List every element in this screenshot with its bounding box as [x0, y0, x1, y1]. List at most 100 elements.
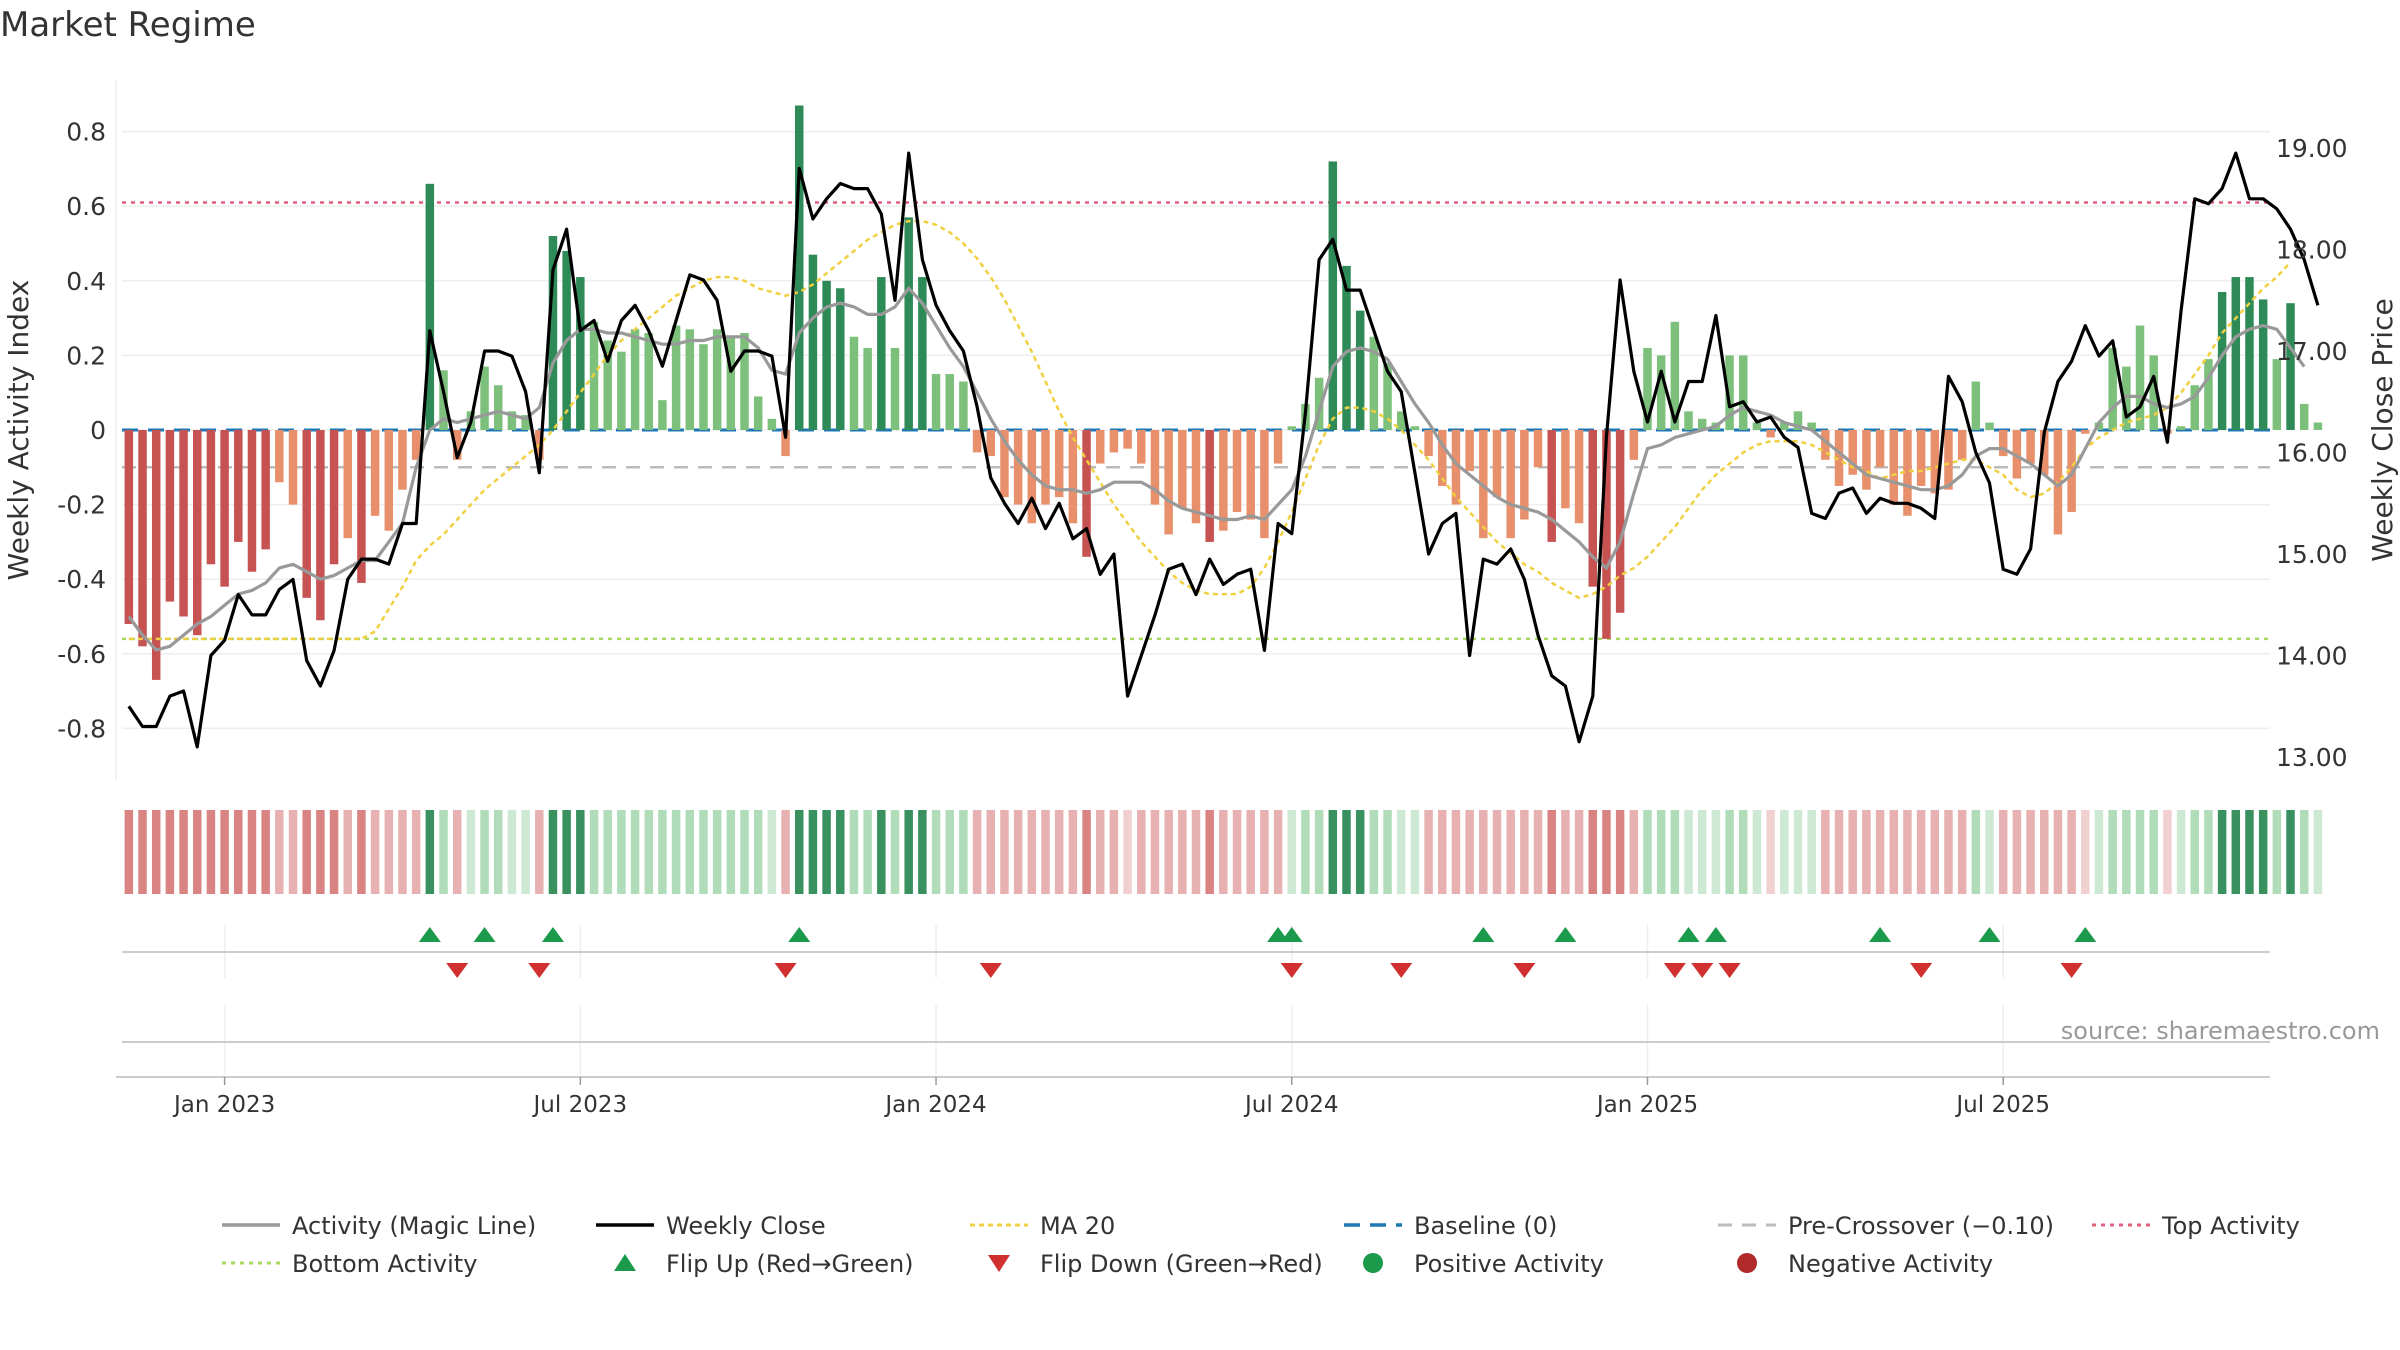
- right-tick-label: 13.00: [2276, 743, 2348, 772]
- regime-cell: [1574, 810, 1584, 894]
- regime-cell: [302, 810, 311, 894]
- regime-cell: [1506, 810, 1515, 894]
- left-tick-label: 0.8: [66, 118, 106, 147]
- regime-cell: [452, 810, 462, 894]
- regime-cell: [357, 810, 366, 894]
- legend-item: Top Activity: [2092, 1212, 2300, 1240]
- regime-cell: [1260, 810, 1269, 894]
- regime-cell: [1766, 810, 1775, 894]
- activity-bar: [1041, 430, 1050, 505]
- regime-cell: [1739, 810, 1748, 894]
- regime-cell: [1684, 810, 1693, 894]
- regime-cell: [808, 810, 818, 894]
- activity-bar: [877, 277, 886, 430]
- flip-down-marker: [1280, 963, 1303, 978]
- regime-cell: [1848, 810, 1857, 894]
- source-label: source: sharemaestro.com: [2061, 1017, 2380, 1045]
- regime-cell: [945, 810, 954, 894]
- activity-bar: [918, 277, 927, 430]
- regime-cell: [1520, 810, 1529, 894]
- activity-bar: [1615, 430, 1625, 613]
- activity-bar: [452, 430, 462, 460]
- regime-cell: [288, 810, 298, 894]
- regime-cell: [1547, 810, 1556, 894]
- regime-cell: [439, 810, 448, 894]
- legend-label: Top Activity: [2161, 1212, 2300, 1240]
- activity-bar: [151, 430, 161, 680]
- regime-cell: [630, 810, 640, 894]
- activity-bar: [494, 385, 503, 430]
- series-lines: [127, 151, 2320, 749]
- activity-bar: [1260, 430, 1269, 539]
- regime-cell: [2149, 810, 2158, 894]
- activity-bar: [1643, 347, 1652, 430]
- regime-cell: [1807, 810, 1816, 894]
- regime-cell: [1109, 810, 1119, 894]
- legend-item: Flip Up (Red→Green): [614, 1250, 914, 1278]
- flip-up-marker: [2074, 927, 2097, 942]
- regime-cell: [849, 810, 859, 894]
- regime-cell: [890, 810, 900, 894]
- regime-cell: [1054, 810, 1064, 894]
- activity-bar: [740, 333, 749, 430]
- regime-cell: [1903, 810, 1912, 894]
- legend-label: Flip Down (Green→Red): [1040, 1250, 1323, 1278]
- magic-line: [127, 285, 2306, 652]
- activity-bar: [2258, 299, 2268, 430]
- activity-bar: [411, 430, 421, 460]
- regime-cell: [576, 810, 585, 894]
- legend-label: Bottom Activity: [292, 1250, 477, 1278]
- left-tick-label: -0.2: [57, 491, 106, 520]
- legend-item: Activity (Magic Line): [222, 1212, 536, 1240]
- activity-bar: [1465, 430, 1474, 472]
- regime-cell: [1643, 810, 1652, 894]
- flip-up-marker: [473, 927, 496, 942]
- regime-cell: [972, 810, 982, 894]
- regime-cell: [2026, 810, 2035, 894]
- regime-cell: [2067, 810, 2076, 894]
- regime-cell: [521, 810, 530, 894]
- regime-cell: [2135, 810, 2145, 894]
- activity-bar: [1533, 430, 1543, 468]
- activity-bar: [1137, 430, 1146, 464]
- regime-cell: [1780, 810, 1789, 894]
- flip-down-marker: [1390, 963, 1413, 978]
- activity-bar: [1848, 430, 1857, 475]
- right-axis-ticks: 19.00 18.00 17.00 16.00 15.00 14.00 13.00: [2276, 134, 2348, 772]
- activity-bar: [1287, 426, 1297, 430]
- activity-bar: [1383, 362, 1392, 430]
- regime-cell: [193, 810, 202, 894]
- flip-up-marker: [1280, 927, 1303, 942]
- activity-bar: [630, 329, 640, 430]
- regime-cell: [603, 810, 612, 894]
- regime-cell: [2081, 810, 2090, 894]
- right-tick-label: 16.00: [2276, 439, 2348, 468]
- activity-bar: [1998, 430, 2008, 457]
- regime-cell: [822, 810, 831, 894]
- regime-cell: [1369, 810, 1379, 894]
- activity-bar: [1520, 430, 1529, 520]
- legend-item: Pre-Crossover (−0.10): [1718, 1212, 2054, 1240]
- activity-bar: [1602, 430, 1611, 639]
- regime-cell: [1588, 810, 1598, 894]
- regime-cell: [1479, 810, 1488, 894]
- regime-cell: [671, 810, 681, 894]
- activity-bar: [261, 430, 270, 550]
- x-tick-label: Jul 2024: [1243, 1092, 1339, 1118]
- flip-up-marker: [541, 927, 564, 942]
- activity-bar: [808, 254, 818, 430]
- activity-bar: [1342, 265, 1351, 430]
- activity-bar: [617, 351, 626, 430]
- x-tick-label: Jul 2025: [1954, 1092, 2050, 1118]
- flip-down-marker: [528, 963, 551, 978]
- legend-item: Weekly Close: [596, 1212, 826, 1240]
- activity-bar: [576, 277, 585, 430]
- activity-bar: [1561, 430, 1570, 509]
- regime-cell: [1875, 810, 1885, 894]
- regime-cell: [1027, 810, 1037, 894]
- regime-cell: [2217, 810, 2227, 894]
- activity-bar: [1903, 430, 1912, 516]
- activity-bar: [2040, 430, 2049, 475]
- activity-bar: [945, 374, 954, 430]
- regime-cell: [699, 810, 708, 894]
